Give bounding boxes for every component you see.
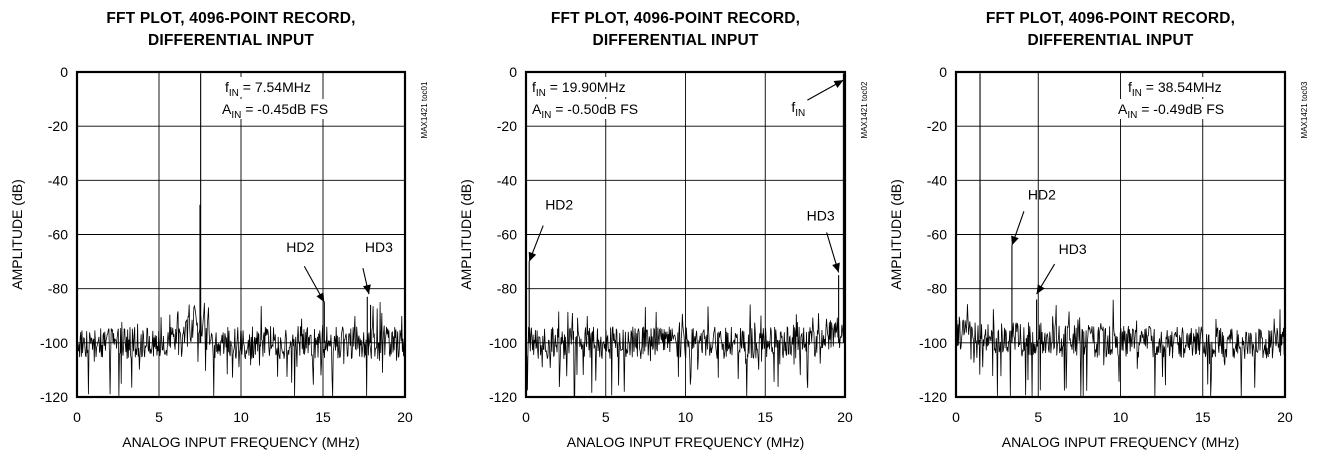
info-line-1: fIN = 7.54MHz [225, 79, 311, 99]
fft-chart-2: FFT PLOT, 4096-POINT RECORD, DIFFERENTIAL… [440, 0, 880, 459]
annotation-hd3: HD3 [807, 207, 835, 223]
y-tick-label: -100 [40, 335, 68, 351]
y-tick-label: -40 [48, 172, 68, 188]
y-tick-label: -60 [497, 227, 517, 243]
figure-code: MAX1421 toc02 [860, 81, 869, 138]
y-tick-label: -120 [40, 389, 68, 405]
y-tick-label: -40 [497, 172, 517, 188]
x-tick-label: 0 [73, 409, 81, 425]
x-tick-label: 10 [1113, 409, 1129, 425]
y-tick-label: -100 [919, 335, 947, 351]
chart-title-line-2: DIFFERENTIAL INPUT [148, 32, 314, 49]
annotation-arrowhead [316, 292, 325, 303]
fft-chart-2-svg: FFT PLOT, 4096-POINT RECORD, DIFFERENTIAL… [458, 10, 869, 450]
y-tick-label: 0 [509, 64, 517, 80]
info-text-bg [219, 99, 339, 119]
chart-title-line-1: FFT PLOT, 4096-POINT RECORD, [986, 10, 1235, 27]
info-text-bg [529, 99, 649, 119]
annotation-arrowhead [1036, 284, 1045, 295]
y-tick-label: -100 [489, 335, 517, 351]
y-tick-label: -120 [919, 389, 947, 405]
x-tick-label: 10 [233, 409, 249, 425]
info-text-bg [529, 77, 649, 97]
fft-chart-3-svg: FFT PLOT, 4096-POINT RECORD, DIFFERENTIAL… [888, 10, 1309, 450]
x-axis-label: ANALOG INPUT FREQUENCY (MHz) [1002, 434, 1240, 450]
annotation-arrowhead [528, 251, 537, 262]
x-tick-label: 20 [397, 409, 413, 425]
info-text-bg [1115, 99, 1235, 119]
x-tick-label: 5 [602, 409, 610, 425]
y-tick-label: -80 [927, 281, 947, 297]
x-tick-label: 20 [837, 409, 853, 425]
info-line-2: AIN = -0.49dB FS [1118, 101, 1224, 121]
plot-frame [524, 70, 847, 399]
figure-code: MAX1421 toc01 [420, 81, 429, 138]
info-line-1: fIN = 19.90MHz [532, 79, 626, 99]
y-tick-label: -80 [48, 281, 68, 297]
info-line-2: AIN = -0.45dB FS [222, 101, 328, 121]
x-tick-label: 15 [757, 409, 773, 425]
chart-title-line-2: DIFFERENTIAL INPUT [1027, 32, 1193, 49]
x-tick-label: 15 [315, 409, 331, 425]
x-tick-label: 15 [1195, 409, 1211, 425]
info-line-2: AIN = -0.50dB FS [532, 101, 638, 121]
y-tick-label: -80 [497, 281, 517, 297]
annotation-arrowhead [832, 262, 840, 273]
x-axis-label: ANALOG INPUT FREQUENCY (MHz) [567, 434, 805, 450]
y-tick-label: -20 [497, 118, 517, 134]
annotation-hd2: HD2 [286, 239, 314, 255]
fft-noise-trace [76, 302, 406, 398]
annotation-hd2: HD2 [545, 197, 573, 213]
figure-code: MAX1421 toc03 [1300, 81, 1309, 138]
fft-chart-1: FFT PLOT, 4096-POINT RECORD, DIFFERENTIAL… [0, 0, 440, 459]
info-line-1: fIN = 38.54MHz [1128, 79, 1222, 99]
fft-noise-trace [955, 299, 1286, 398]
annotation-hd3: HD3 [1059, 241, 1087, 257]
annotation-arrowhead [833, 80, 844, 88]
y-tick-label: -60 [927, 227, 947, 243]
fft-chart-1-svg: FFT PLOT, 4096-POINT RECORD, DIFFERENTIAL… [9, 10, 429, 450]
annotation-hd2: HD2 [1028, 186, 1056, 202]
annotation-arrowhead [362, 284, 371, 295]
plot-frame [954, 70, 1287, 399]
chart-title-line-1: FFT PLOT, 4096-POINT RECORD, [106, 10, 355, 27]
annotation-arrowhead [1011, 235, 1019, 246]
grid [955, 71, 1286, 398]
x-tick-label: 5 [155, 409, 163, 425]
y-axis-label: AMPLITUDE (dB) [9, 179, 25, 289]
fft-chart-3: FFT PLOT, 4096-POINT RECORD, DIFFERENTIAL… [880, 0, 1320, 459]
y-tick-label: -120 [489, 389, 517, 405]
x-tick-label: 10 [678, 409, 694, 425]
chart-title-line-1: FFT PLOT, 4096-POINT RECORD, [551, 10, 800, 27]
x-tick-label: 20 [1277, 409, 1293, 425]
y-axis-label: AMPLITUDE (dB) [888, 179, 904, 289]
plot-frame [75, 70, 407, 399]
x-tick-label: 5 [1034, 409, 1042, 425]
info-text-bg [1125, 77, 1245, 97]
y-tick-label: 0 [60, 64, 68, 80]
fft-noise-trace [525, 304, 846, 398]
chart-title-line-2: DIFFERENTIAL INPUT [592, 32, 758, 49]
x-tick-label: 0 [522, 409, 530, 425]
y-axis-label: AMPLITUDE (dB) [458, 179, 474, 289]
annotation-fin: fIN [791, 99, 805, 119]
info-text-bg [222, 77, 322, 97]
x-tick-label: 0 [952, 409, 960, 425]
annotation-hd3: HD3 [365, 239, 393, 255]
y-tick-label: -40 [927, 172, 947, 188]
y-tick-label: -20 [48, 118, 68, 134]
y-tick-label: -60 [48, 227, 68, 243]
y-tick-label: 0 [939, 64, 947, 80]
x-axis-label: ANALOG INPUT FREQUENCY (MHz) [122, 434, 360, 450]
y-tick-label: -20 [927, 118, 947, 134]
